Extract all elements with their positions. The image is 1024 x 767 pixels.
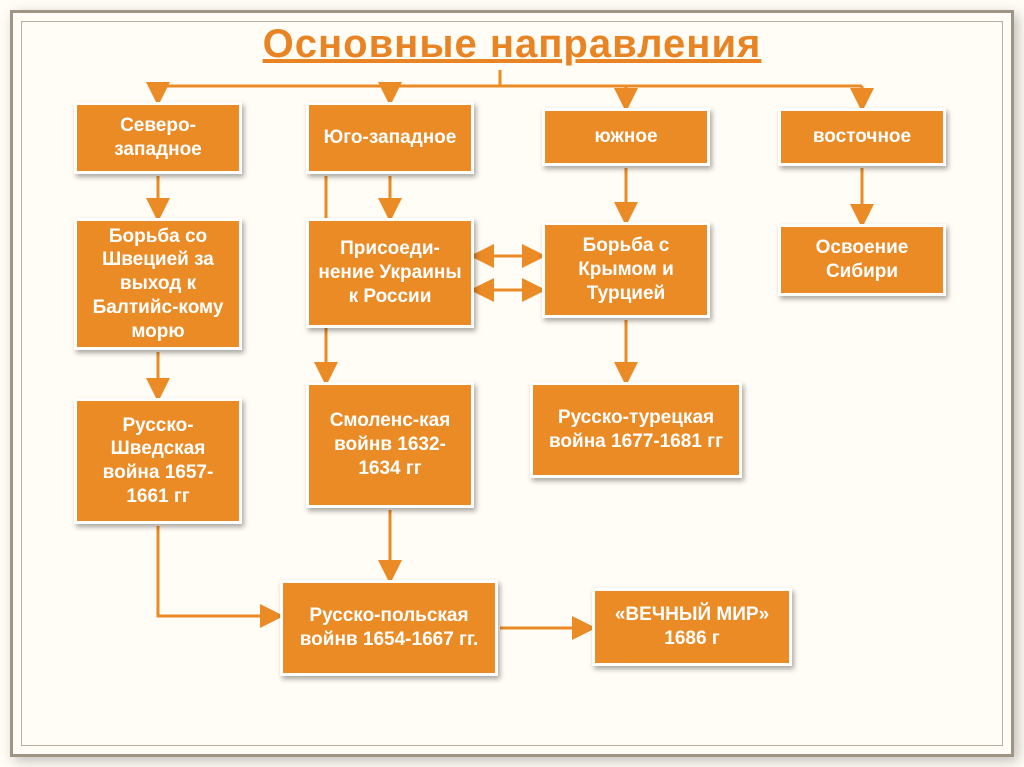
box-ukraine: Присоеди-нение Украины к России [306,218,474,328]
box-siberia: Освоение Сибири [778,224,946,296]
box-nw: Северо-западное [74,102,242,174]
box-polwar: Русско-польская войнв 1654-1667 гг. [280,580,498,676]
box-peace: «ВЕЧНЫЙ МИР» 1686 г [592,588,792,666]
box-baltic: Борьба со Швецией за выход к Балтийс-ком… [74,218,242,350]
box-crimea: Борьба с Крымом и Турцией [542,222,710,318]
box-east: восточное [778,108,946,166]
box-sw: Юго-западное [306,102,474,174]
box-swedwar: Русско-Шведская война 1657-1661 гг [74,398,242,524]
box-turkwar: Русско-турецкая война 1677-1681 гг [530,382,742,478]
diagram-title: Основные направления [263,22,762,67]
box-smolensk: Смоленс-кая войнв 1632-1634 гг [306,382,474,508]
box-south: южное [542,108,710,166]
